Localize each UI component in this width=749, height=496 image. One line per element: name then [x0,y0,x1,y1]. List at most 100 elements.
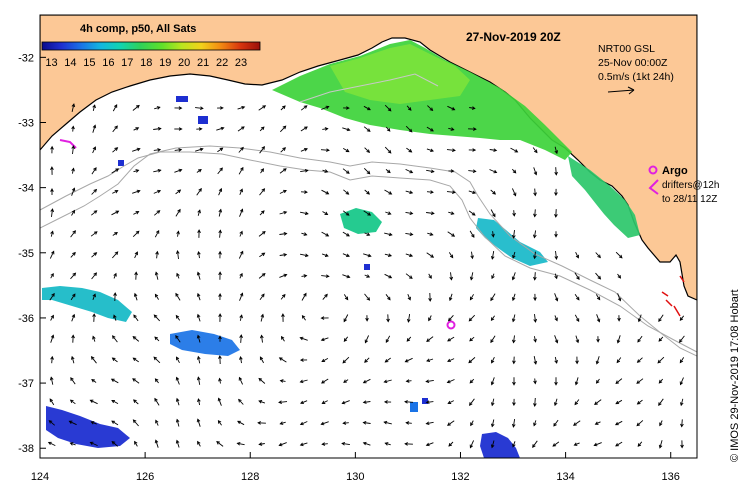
current-vector-head [385,339,390,344]
current-vector-head [320,316,325,320]
current-vector [426,358,434,362]
current-vector-head [533,422,537,427]
colorbar-tick-label: 17 [121,57,133,69]
current-vector-head [325,233,330,237]
current-vector-head [93,272,97,276]
current-vector [300,442,308,446]
current-vector [175,335,181,343]
current-vector-head [283,189,287,194]
current-vector [260,356,264,364]
current-vector [49,420,55,426]
current-vector-head [153,356,158,361]
current-vector-head [239,314,243,319]
current-vector [70,377,76,385]
current-vector-head [409,211,414,216]
current-vector [279,254,287,256]
current-vector-head [554,317,558,322]
current-vector [343,314,349,322]
current-vector-head [404,359,409,363]
current-vector-head [92,335,96,340]
current-vector [384,146,392,154]
current-vector [112,357,118,363]
current-vector [300,421,308,425]
current-vector [512,314,516,322]
current-vector-head [490,423,495,428]
current-vector-head [304,147,308,152]
current-vector [407,314,411,322]
current-vector-head [554,359,558,364]
current-vector-head [449,254,454,259]
current-vector [574,442,580,446]
current-vector [447,379,455,383]
current-vector-head [637,318,642,323]
current-vector-head [346,127,351,132]
current-vector-head [154,378,159,383]
current-vector-head [407,107,412,111]
current-vector-head [425,421,430,426]
current-vector [197,314,201,322]
current-vector-head [47,441,52,446]
current-vector [533,167,537,175]
current-vector [426,126,434,132]
drifter-legend-line1: drifters@12h [662,180,719,191]
current-vector-head [197,229,201,234]
current-vector [72,145,74,155]
current-vector-head [533,380,537,385]
current-vector-head [281,313,285,317]
y-axis: -32 -33 -34 -35 -36 -37 -38 [18,52,46,455]
current-vector [468,314,476,322]
current-vector [426,421,434,425]
current-vector [469,230,475,238]
current-vector-head [218,250,222,255]
current-vector [176,440,180,448]
current-vector [197,210,201,216]
current-vector [71,210,75,216]
current-vector [405,125,413,133]
current-vector-head [321,442,326,446]
current-vector-head [175,376,180,381]
current-vector-head [49,376,54,381]
current-vector [617,335,621,343]
current-vector-head [450,169,455,173]
current-vector-head [409,190,414,195]
current-vector [300,211,308,215]
y-tick-label: -33 [18,117,34,129]
current-vector [471,251,473,259]
current-vector-head [617,275,622,279]
current-vector-head [446,379,451,384]
current-vector-head [93,210,98,214]
current-vector [238,377,244,385]
current-vector-head [554,192,558,197]
current-vector-head [261,210,265,214]
current-vector-head [679,317,684,321]
current-vector-head [367,253,372,258]
current-vector [112,104,118,112]
current-vector [405,357,413,363]
current-vector [218,209,222,217]
current-vector-head [175,397,180,402]
argo-float-marker[interactable] [446,320,456,330]
current-vector [259,210,265,216]
current-vector-head [218,187,223,192]
current-vector [321,189,329,195]
current-vector [384,379,392,383]
current-vector-head [71,103,76,108]
current-vector [555,250,557,260]
current-vector-head [533,318,538,323]
current-vector-head [93,252,98,256]
current-vector [447,231,455,237]
current-vector-head [111,399,115,404]
current-vector-head [430,190,434,194]
current-vector [385,357,391,363]
current-vector [133,314,139,322]
current-vector-head [426,338,430,342]
current-vector-head [175,250,180,254]
current-vector [132,230,140,238]
current-vector [384,189,392,195]
current-vector [175,209,181,217]
current-vector [111,400,119,404]
current-vector-head [258,377,263,382]
colorbar-tick-label: 21 [197,57,209,69]
current-vector-head [366,232,371,236]
current-vector-head [469,402,473,406]
